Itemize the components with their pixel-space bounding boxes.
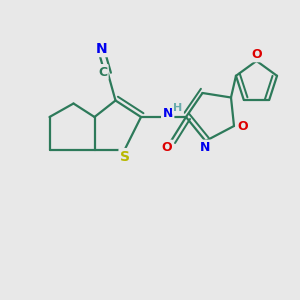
Text: C: C xyxy=(98,65,107,79)
Text: O: O xyxy=(251,48,262,61)
Text: S: S xyxy=(120,150,130,164)
Text: H: H xyxy=(173,103,182,113)
Text: O: O xyxy=(161,141,172,154)
Text: O: O xyxy=(237,119,248,133)
Text: N: N xyxy=(200,141,210,154)
Text: N: N xyxy=(163,107,173,120)
Text: N: N xyxy=(95,42,107,56)
